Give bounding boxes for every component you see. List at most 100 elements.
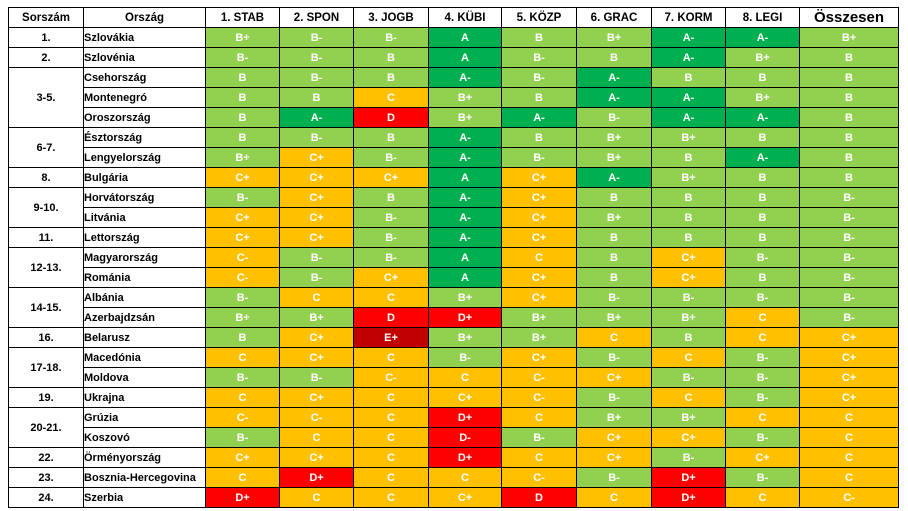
grade-cell: D+ [428, 307, 502, 328]
country-cell: Észtország [83, 127, 206, 148]
grade-cell: C+ [279, 447, 354, 468]
grade-cell: C [353, 347, 429, 368]
table-row: Montenegró B B C B+ B A- A- B+ B [9, 87, 899, 108]
grade-cell: B- [205, 427, 280, 448]
grade-cell: B [501, 27, 577, 48]
grade-cell: B- [428, 347, 502, 368]
col-header-country: Ország [83, 7, 206, 28]
grade-cell: B- [353, 27, 429, 48]
col-header-total: Összesen [799, 7, 899, 28]
grade-cell: C+ [501, 227, 577, 248]
rank-cell: 3-5. [8, 67, 84, 128]
grade-cell: B [651, 187, 726, 208]
grade-cell: B- [279, 127, 354, 148]
grade-cell: B+ [576, 127, 652, 148]
grade-cell: C [501, 247, 577, 268]
grade-cell: A- [725, 147, 800, 168]
grade-cell: B [725, 127, 800, 148]
grade-cell: B+ [428, 87, 502, 108]
grade-cell: A- [651, 87, 726, 108]
grade-cell: C+ [279, 147, 354, 168]
country-cell: Montenegró [83, 87, 206, 108]
ranking-table: Sorszám Ország 1. STAB 2. SPON 3. JOGB 4… [8, 7, 899, 508]
grade-cell: A [428, 247, 502, 268]
grade-cell: C+ [501, 187, 577, 208]
col-header-kozp: 5. KÖZP [501, 7, 577, 28]
table-row: 6-7. Észtország B B- B A- B B+ B+ B B [8, 127, 899, 168]
grade-cell: C+ [501, 267, 577, 288]
grade-cell: A [428, 167, 502, 188]
grade-cell: C- [501, 367, 577, 388]
grade-cell: C+ [279, 327, 354, 348]
grade-cell: B [725, 207, 800, 228]
rank-cell: 23. [8, 467, 84, 488]
rank-cell: 20-21. [8, 407, 84, 448]
grade-cell: B- [651, 287, 726, 308]
table-row: 8. Bulgária C+ C+ C+ A C+ A- B+ B B [8, 167, 899, 188]
grade-cell: C [353, 487, 429, 508]
grade-cell: C [501, 447, 577, 468]
total-grade-cell: C [799, 407, 899, 428]
total-grade-cell: B- [799, 287, 899, 308]
grade-cell: C+ [501, 287, 577, 308]
country-cell: Lengyelország [83, 147, 206, 168]
grade-cell: C+ [279, 167, 354, 188]
grade-cell: B+ [205, 147, 280, 168]
grade-cell: A- [428, 147, 502, 168]
grade-cell: B- [353, 207, 429, 228]
country-cell: Csehország [83, 67, 206, 88]
grade-cell: C+ [651, 267, 726, 288]
header-row: Sorszám Ország 1. STAB 2. SPON 3. JOGB 4… [8, 7, 899, 28]
grade-cell: B- [725, 467, 800, 488]
grade-cell: C+ [501, 207, 577, 228]
grade-cell: C [353, 467, 429, 488]
grade-cell: C+ [353, 267, 429, 288]
grade-cell: A- [651, 107, 726, 128]
col-header-korm: 7. KORM [651, 7, 726, 28]
country-cell: Magyarország [83, 247, 206, 268]
grade-cell: A- [576, 67, 652, 88]
table-row: 14-15. Albánia B- C C B+ C+ B- B- B- B- [8, 287, 899, 328]
grade-cell: C- [279, 407, 354, 428]
grade-cell: C+ [279, 387, 354, 408]
grade-cell: A- [428, 227, 502, 248]
grade-cell: B- [205, 187, 280, 208]
grade-cell: B- [576, 107, 652, 128]
grade-cell: A- [428, 67, 502, 88]
grade-cell: A- [725, 107, 800, 128]
country-cell: Moldova [83, 367, 206, 388]
grade-cell: C+ [576, 447, 652, 468]
grade-cell: D+ [428, 407, 502, 428]
grade-cell: C- [205, 267, 280, 288]
grade-cell: B- [501, 67, 577, 88]
table-row: 19. Ukrajna C C+ C C+ C- B- C B- C+ [8, 387, 899, 408]
total-grade-cell: B [799, 87, 899, 108]
total-grade-cell: C [799, 447, 899, 468]
country-cell: Litvánia [83, 207, 206, 228]
table-body: 1. Szlovákia B+ B- B- A B B+ A- A- B+ 2. Szlovénia B-… [8, 27, 899, 508]
grade-cell: B- [353, 147, 429, 168]
grade-cell: E+ [353, 327, 429, 348]
grade-cell: C [428, 467, 502, 488]
grade-cell: B- [279, 247, 354, 268]
total-grade-cell: B [799, 147, 899, 168]
table-row: 17-18. Macedónia C C+ C B- C+ B- C B- C+ [8, 347, 899, 388]
rank-cell: 6-7. [8, 127, 84, 168]
grade-cell: B [576, 227, 652, 248]
grade-cell: B- [205, 47, 280, 68]
grade-cell: D [501, 487, 577, 508]
grade-cell: B [651, 67, 726, 88]
grade-cell: B+ [576, 147, 652, 168]
grade-cell: C+ [576, 427, 652, 448]
grade-cell: B [279, 87, 354, 108]
grade-cell: B- [279, 67, 354, 88]
grade-cell: B- [651, 447, 726, 468]
grade-cell: A- [725, 27, 800, 48]
grade-cell: C+ [279, 227, 354, 248]
total-grade-cell: C+ [799, 347, 899, 368]
grade-cell: A [428, 267, 502, 288]
table-row: Moldova B- B- C- C C- C+ B- B- C+ [9, 367, 899, 388]
col-header-legi: 8. LEGI [725, 7, 800, 28]
grade-cell: B [205, 107, 280, 128]
